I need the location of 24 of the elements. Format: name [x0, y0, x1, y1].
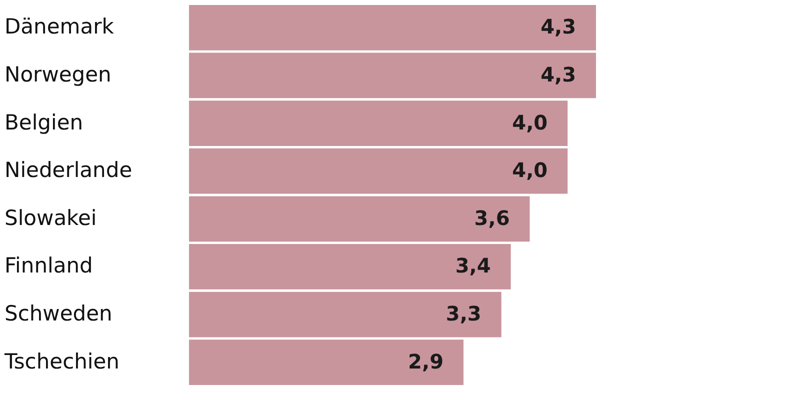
y-tick-label: Niederlande: [4, 158, 132, 182]
data-label: 4,0: [512, 110, 548, 134]
bar: [189, 196, 530, 242]
data-label: 3,4: [455, 254, 491, 278]
data-label: 3,6: [474, 206, 510, 230]
y-tick-label: Slowakei: [4, 206, 97, 230]
y-tick-label: Norwegen: [4, 62, 112, 86]
bar: [189, 52, 596, 98]
y-tick-label: Dänemark: [4, 14, 115, 39]
y-tick-label: Belgien: [4, 110, 84, 134]
y-tick-label: Tschechien: [4, 349, 120, 374]
y-tick-label: Finnland: [4, 254, 93, 278]
y-tick-label: Schweden: [4, 302, 112, 326]
data-label: 3,3: [446, 302, 482, 326]
bar: [189, 4, 596, 50]
bar: [189, 292, 502, 338]
data-label: 4,0: [512, 158, 548, 182]
data-label: 4,3: [540, 62, 576, 86]
bar: [189, 148, 568, 194]
bar: [189, 340, 464, 386]
bar: [189, 244, 511, 290]
data-label: 2,9: [408, 349, 444, 374]
data-label: 4,3: [540, 14, 576, 39]
bar: [189, 100, 568, 146]
